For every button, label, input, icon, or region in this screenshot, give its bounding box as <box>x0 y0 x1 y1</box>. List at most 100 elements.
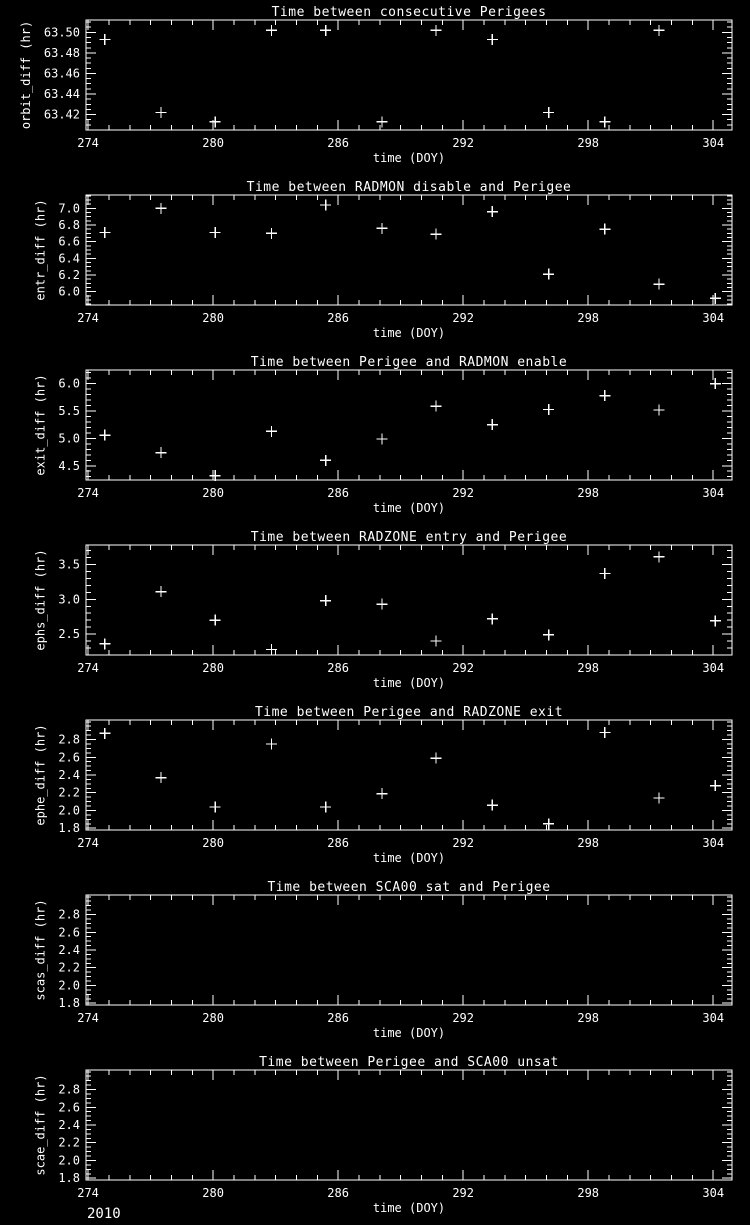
y-tick-label: 4.5 <box>58 459 80 473</box>
data-point-marker <box>599 568 611 580</box>
data-point-marker <box>486 34 498 46</box>
y-tick-label: 1.8 <box>58 1171 80 1185</box>
data-point-marker <box>320 454 332 466</box>
y-tick-label: 6.4 <box>58 251 80 265</box>
x-axis-label: time (DOY) <box>373 151 445 165</box>
y-tick-label: 2.5 <box>58 627 80 641</box>
chart-title: Time between Perigee and RADZONE exit <box>255 705 563 720</box>
chart-4-canvas: Time between RADZONE entry and Perigee 27… <box>33 530 733 690</box>
data-point-marker <box>653 278 665 290</box>
y-tick-label: 63.44 <box>44 87 80 101</box>
data-point-marker <box>599 390 611 402</box>
x-tick-label: 292 <box>452 486 474 500</box>
x-tick-label: 280 <box>202 836 224 850</box>
data-point-marker <box>320 24 332 36</box>
x-tick-label: 298 <box>577 661 599 675</box>
data-point-marker <box>486 419 498 431</box>
x-tick-label: 280 <box>202 136 224 150</box>
data-point-marker <box>599 116 611 128</box>
data-point-marker <box>376 433 388 445</box>
x-axis-label: time (DOY) <box>373 501 445 515</box>
x-tick-label: 286 <box>327 136 349 150</box>
x-tick-label: 298 <box>577 136 599 150</box>
data-point-marker <box>320 595 332 607</box>
y-tick-label: 63.42 <box>44 108 80 122</box>
data-point-marker <box>155 772 167 784</box>
x-tick-label: 292 <box>452 661 474 675</box>
y-tick-label: 2.0 <box>58 978 80 992</box>
data-point-marker <box>265 227 277 239</box>
chart-6-canvas: Time between SCA00 sat and Perigee 274 280… <box>33 880 733 1040</box>
y-tick-label: 2.6 <box>58 925 80 939</box>
y-tick-label: 63.46 <box>44 66 80 80</box>
data-point-marker <box>155 107 167 119</box>
x-tick-label: 304 <box>702 661 724 675</box>
x-tick-label: 292 <box>452 311 474 325</box>
data-point-marker <box>99 227 111 238</box>
y-tick-label: 6.0 <box>58 285 80 299</box>
data-point-marker <box>376 116 388 128</box>
data-point-marker <box>653 551 665 563</box>
x-tick-label: 304 <box>702 836 724 850</box>
x-tick-label: 304 <box>702 136 724 150</box>
data-point-marker <box>709 292 721 304</box>
x-tick-label: 286 <box>327 661 349 675</box>
x-tick-label: 304 <box>702 486 724 500</box>
x-tick-label: 304 <box>702 1186 724 1200</box>
data-point-marker <box>486 206 498 218</box>
data-point-marker <box>543 818 555 830</box>
y-tick-label: 6.2 <box>58 268 80 282</box>
x-tick-label: 274 <box>77 486 99 500</box>
x-tick-label: 292 <box>452 1011 474 1025</box>
x-axis-label: time (DOY) <box>373 1201 445 1215</box>
data-point-marker <box>320 199 332 211</box>
x-tick-label: 274 <box>77 136 99 150</box>
x-tick-label: 286 <box>327 486 349 500</box>
x-tick-label: 286 <box>327 836 349 850</box>
data-point-marker <box>265 425 277 437</box>
data-point-marker <box>376 222 388 234</box>
plot-frame <box>85 894 733 1006</box>
y-tick-label: 63.48 <box>44 46 80 60</box>
footer-year-label: 2010 <box>87 1206 121 1222</box>
x-tick-label: 280 <box>202 311 224 325</box>
data-point-marker <box>653 792 665 804</box>
data-point-marker <box>99 34 111 46</box>
data-point-marker <box>430 228 442 240</box>
data-point-marker <box>209 801 221 813</box>
y-tick-label: 6.8 <box>58 218 80 232</box>
data-point-marker <box>155 202 167 214</box>
chart-title: Time between RADMON disable and Perigee <box>247 180 572 195</box>
y-tick-label: 2.6 <box>58 1100 80 1114</box>
x-tick-label: 274 <box>77 661 99 675</box>
x-tick-label: 292 <box>452 836 474 850</box>
x-axis-label: time (DOY) <box>373 1026 445 1040</box>
x-tick-label: 274 <box>77 311 99 325</box>
data-point-marker <box>486 799 498 811</box>
chart-1-canvas: Time between consecutive Perigees 274 280 2… <box>19 5 733 165</box>
y-axis-label: orbit_diff (hr) <box>19 21 33 129</box>
x-tick-label: 280 <box>202 661 224 675</box>
x-axis-label: time (DOY) <box>373 326 445 340</box>
y-axis-label: scae_diff (hr) <box>33 1074 47 1175</box>
x-tick-label: 280 <box>202 486 224 500</box>
x-tick-label: 286 <box>327 1011 349 1025</box>
y-tick-label: 3.5 <box>58 557 80 571</box>
chart-title: Time between consecutive Perigees <box>272 5 547 20</box>
y-axis-label: ephs_diff (hr) <box>33 549 47 650</box>
chart-2-canvas: Time between RADMON disable and Perigee 2… <box>33 180 733 340</box>
y-tick-label: 2.0 <box>58 1153 80 1167</box>
plot-frame <box>85 19 733 131</box>
data-point-marker <box>543 403 555 415</box>
x-tick-label: 292 <box>452 136 474 150</box>
plot-frame <box>85 194 733 306</box>
data-point-marker <box>653 404 665 416</box>
data-point-marker <box>265 24 277 36</box>
data-point-marker <box>709 615 721 627</box>
y-tick-label: 2.8 <box>58 908 80 922</box>
data-point-marker <box>709 378 721 390</box>
y-tick-label: 2.2 <box>58 786 80 800</box>
x-tick-label: 286 <box>327 1186 349 1200</box>
data-point-marker <box>320 801 332 813</box>
